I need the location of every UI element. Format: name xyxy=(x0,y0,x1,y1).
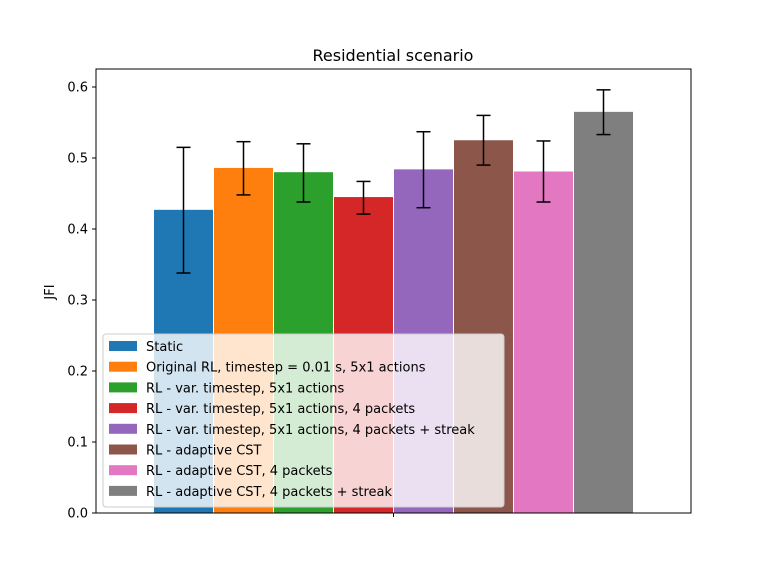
legend-box xyxy=(102,333,505,508)
legend-swatch-8 xyxy=(109,485,137,496)
legend-label-7: RL - adaptive CST, 4 packets xyxy=(146,464,333,479)
legend-swatch-2 xyxy=(109,361,137,372)
legend-label-2: Original RL, timestep = 0.01 s, 5x1 acti… xyxy=(146,361,426,376)
legend-swatch-3 xyxy=(109,382,137,393)
errorbars-group xyxy=(176,89,611,274)
bar-7 xyxy=(514,171,573,514)
axes-group: 0.0 0.1 0.2 0.3 0.4 0.5 0.6 xyxy=(67,68,692,522)
y-tick-label-1: 0.1 xyxy=(67,436,88,451)
legend-label-6: RL - adaptive CST xyxy=(146,444,262,459)
legend-label-1: Static xyxy=(146,340,183,355)
legend-swatch-7 xyxy=(109,465,137,476)
bar-8 xyxy=(574,111,633,513)
legend-label-8: RL - adaptive CST, 4 packets + streak xyxy=(146,485,392,500)
chart-title: Residential scenario xyxy=(313,46,474,65)
y-tick-label-5: 0.5 xyxy=(67,152,88,167)
y-tick-label-6: 0.6 xyxy=(67,81,88,96)
y-tick-label-2: 0.2 xyxy=(67,365,88,380)
y-axis-label: JFI xyxy=(43,284,58,300)
legend-swatch-5 xyxy=(109,423,137,434)
legend: Static Original RL, timestep = 0.01 s, 5x… xyxy=(102,333,505,508)
legend-swatch-6 xyxy=(109,444,137,455)
legend-label-3: RL - var. timestep, 5x1 actions xyxy=(146,381,344,396)
y-tick-label-4: 0.4 xyxy=(67,223,88,238)
y-tick-label-0: 0.0 xyxy=(67,507,88,522)
legend-label-5: RL - var. timestep, 5x1 actions, 4 packe… xyxy=(146,423,475,438)
legend-label-4: RL - var. timestep, 5x1 actions, 4 packe… xyxy=(146,402,415,417)
legend-swatch-1 xyxy=(109,341,137,351)
legend-swatch-4 xyxy=(109,403,137,414)
y-tick-label-3: 0.3 xyxy=(67,294,88,309)
